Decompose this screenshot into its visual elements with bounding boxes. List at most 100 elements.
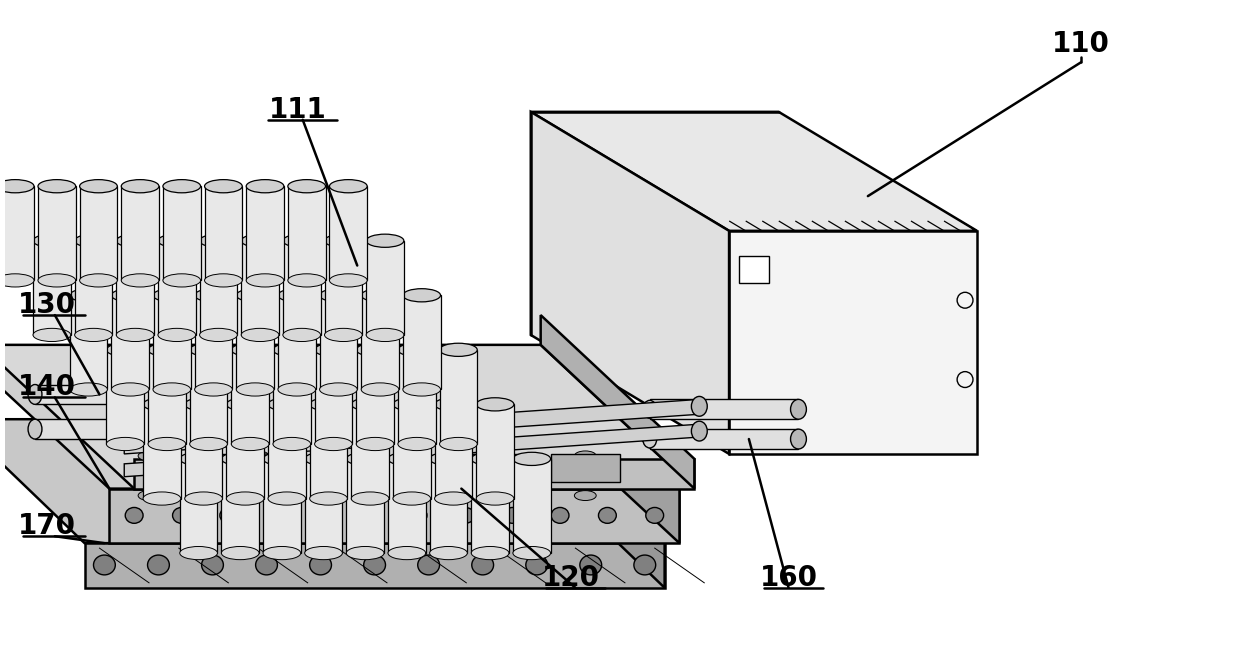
Ellipse shape <box>205 274 242 287</box>
Ellipse shape <box>200 234 237 248</box>
Text: 140: 140 <box>17 373 76 402</box>
Ellipse shape <box>122 274 159 287</box>
Bar <box>185 404 222 498</box>
Ellipse shape <box>79 274 118 287</box>
Bar <box>476 404 513 498</box>
Ellipse shape <box>0 179 33 193</box>
Ellipse shape <box>33 234 71 248</box>
Ellipse shape <box>29 419 42 439</box>
Ellipse shape <box>227 398 264 411</box>
Ellipse shape <box>288 179 326 193</box>
Ellipse shape <box>180 546 217 559</box>
Ellipse shape <box>143 398 181 411</box>
Bar <box>403 295 440 390</box>
Ellipse shape <box>162 274 201 287</box>
Ellipse shape <box>409 508 427 523</box>
Ellipse shape <box>310 492 347 505</box>
Ellipse shape <box>107 343 144 356</box>
Ellipse shape <box>320 289 357 302</box>
Bar <box>283 454 352 481</box>
Bar <box>143 404 181 498</box>
Ellipse shape <box>232 343 269 356</box>
Ellipse shape <box>273 438 311 451</box>
Ellipse shape <box>315 438 352 451</box>
Ellipse shape <box>195 289 232 302</box>
Ellipse shape <box>330 179 367 193</box>
Ellipse shape <box>180 453 217 466</box>
Ellipse shape <box>157 234 196 248</box>
Ellipse shape <box>692 421 707 441</box>
Ellipse shape <box>185 398 222 411</box>
Ellipse shape <box>227 492 264 505</box>
Bar <box>122 186 159 280</box>
Bar <box>366 241 404 335</box>
Polygon shape <box>536 419 665 588</box>
Ellipse shape <box>471 546 508 559</box>
Ellipse shape <box>247 491 269 500</box>
Ellipse shape <box>190 438 227 451</box>
Ellipse shape <box>148 343 186 356</box>
Ellipse shape <box>346 546 384 559</box>
Ellipse shape <box>356 438 394 451</box>
Ellipse shape <box>138 451 160 461</box>
Ellipse shape <box>465 451 487 461</box>
Bar <box>471 459 508 553</box>
Ellipse shape <box>351 398 389 411</box>
Ellipse shape <box>325 234 362 248</box>
Bar <box>320 295 357 390</box>
Bar <box>117 241 154 335</box>
Ellipse shape <box>69 383 108 396</box>
Bar <box>195 295 232 390</box>
Bar <box>288 186 326 280</box>
Ellipse shape <box>393 398 430 411</box>
Ellipse shape <box>513 546 551 559</box>
Ellipse shape <box>471 555 494 575</box>
Ellipse shape <box>439 343 477 356</box>
Bar <box>79 186 118 280</box>
Ellipse shape <box>434 492 472 505</box>
Bar <box>273 350 311 444</box>
Ellipse shape <box>574 491 596 500</box>
Ellipse shape <box>283 234 321 248</box>
Ellipse shape <box>143 492 181 505</box>
Ellipse shape <box>74 234 113 248</box>
Ellipse shape <box>255 555 278 575</box>
Bar <box>429 459 467 553</box>
Bar <box>153 295 191 390</box>
Ellipse shape <box>263 453 301 466</box>
Ellipse shape <box>242 234 279 248</box>
Ellipse shape <box>362 508 379 523</box>
Ellipse shape <box>172 508 191 523</box>
Polygon shape <box>729 231 977 454</box>
Text: 130: 130 <box>17 291 76 319</box>
Ellipse shape <box>320 383 357 396</box>
Ellipse shape <box>439 438 477 451</box>
Bar <box>650 429 799 449</box>
Text: 170: 170 <box>17 512 76 540</box>
Ellipse shape <box>157 421 171 438</box>
Ellipse shape <box>580 555 601 575</box>
Ellipse shape <box>356 451 378 461</box>
Text: 111: 111 <box>269 96 326 124</box>
Ellipse shape <box>393 492 430 505</box>
Ellipse shape <box>117 328 154 341</box>
Ellipse shape <box>310 398 347 411</box>
Text: 120: 120 <box>542 564 599 592</box>
Bar <box>398 350 435 444</box>
Ellipse shape <box>366 328 404 341</box>
Ellipse shape <box>148 555 170 575</box>
Ellipse shape <box>465 491 487 500</box>
Bar <box>268 404 306 498</box>
Ellipse shape <box>476 398 513 411</box>
Ellipse shape <box>162 179 201 193</box>
Polygon shape <box>531 112 729 454</box>
Bar <box>107 350 144 444</box>
Ellipse shape <box>305 453 342 466</box>
Ellipse shape <box>148 438 186 451</box>
Bar <box>35 384 164 404</box>
Bar <box>148 350 186 444</box>
Ellipse shape <box>476 492 513 505</box>
Polygon shape <box>109 489 680 543</box>
Polygon shape <box>0 360 680 489</box>
Ellipse shape <box>456 508 475 523</box>
